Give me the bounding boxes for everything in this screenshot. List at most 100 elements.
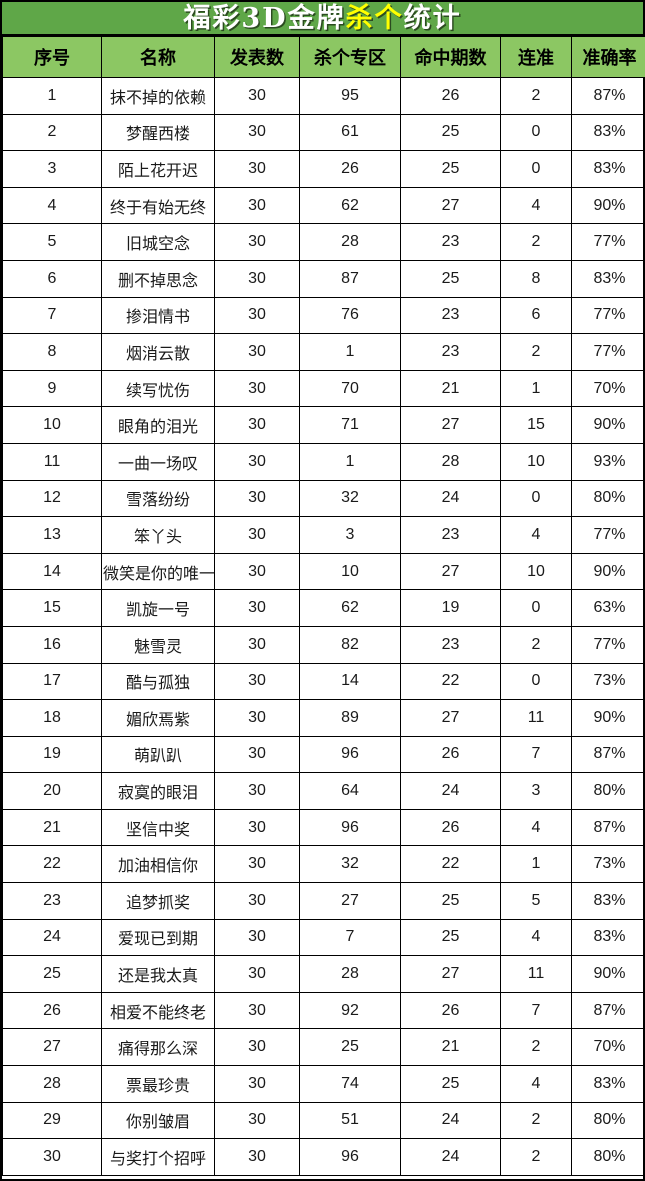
cell-index: 10 [2, 406, 102, 444]
cell-streak: 8 [500, 259, 572, 298]
header-row: 序号 名称 发表数 杀个专区 命中期数 连准 准确率 [2, 36, 645, 78]
table-row: 15 凯旋一号 30 62 19 0 63% [2, 589, 645, 627]
cell-hit-periods: 26 [400, 77, 501, 115]
cell-hit-periods: 26 [400, 991, 501, 1030]
cell-index: 16 [2, 625, 102, 664]
cell-kill-zone: 28 [299, 223, 401, 261]
cell-streak: 2 [500, 223, 572, 261]
cell-accuracy: 80% [571, 1101, 645, 1140]
cell-published: 30 [214, 735, 300, 774]
column-header-name: 名称 [101, 36, 215, 78]
cell-kill-zone: 26 [299, 150, 401, 188]
stats-table: 序号 名称 发表数 杀个专区 命中期数 连准 准确率 1 抹不掉的依赖 30 9… [2, 36, 645, 1176]
table-row: 25 还是我太真 30 28 27 11 90% [2, 955, 645, 993]
cell-name: 一曲一场叹 [101, 442, 215, 481]
cell-hit-periods: 23 [400, 333, 501, 371]
table-row: 18 媚欣焉紫 30 89 27 11 90% [2, 699, 645, 737]
cell-published: 30 [214, 625, 300, 664]
cell-accuracy: 70% [571, 369, 645, 408]
cell-index: 3 [2, 150, 102, 188]
cell-streak: 6 [500, 296, 572, 335]
cell-kill-zone: 28 [299, 955, 401, 993]
cell-index: 6 [2, 259, 102, 298]
cell-streak: 0 [500, 479, 572, 518]
cell-kill-zone: 61 [299, 113, 401, 152]
cell-published: 30 [214, 479, 300, 518]
cell-accuracy: 87% [571, 808, 645, 847]
title-text-highlight: 杀个 [345, 2, 404, 34]
cell-name: 痛得那么深 [101, 1028, 215, 1067]
table-row: 24 爱现已到期 30 7 25 4 83% [2, 918, 645, 957]
cell-kill-zone: 74 [299, 1065, 401, 1103]
cell-published: 30 [214, 77, 300, 115]
table-row: 16 魅雪灵 30 82 23 2 77% [2, 625, 645, 664]
cell-published: 30 [214, 113, 300, 152]
cell-accuracy: 90% [571, 699, 645, 737]
cell-name: 笨丫头 [101, 516, 215, 554]
cell-published: 30 [214, 1138, 300, 1176]
cell-accuracy: 70% [571, 1028, 645, 1067]
cell-hit-periods: 26 [400, 808, 501, 847]
cell-accuracy: 77% [571, 625, 645, 664]
cell-accuracy: 77% [571, 223, 645, 261]
cell-accuracy: 80% [571, 1138, 645, 1176]
cell-accuracy: 87% [571, 77, 645, 115]
cell-index: 19 [2, 735, 102, 774]
table-row: 22 加油相信你 30 32 22 1 73% [2, 845, 645, 884]
cell-name: 追梦抓奖 [101, 882, 215, 920]
cell-index: 14 [2, 552, 102, 591]
cell-published: 30 [214, 369, 300, 408]
cell-published: 30 [214, 662, 300, 701]
table-row: 3 陌上花开迟 30 26 25 0 83% [2, 150, 645, 188]
cell-index: 12 [2, 479, 102, 518]
cell-kill-zone: 76 [299, 296, 401, 335]
cell-accuracy: 73% [571, 845, 645, 884]
cell-index: 21 [2, 808, 102, 847]
cell-index: 20 [2, 772, 102, 810]
table-row: 10 眼角的泪光 30 71 27 15 90% [2, 406, 645, 444]
cell-accuracy: 83% [571, 1065, 645, 1103]
cell-name: 酷与孤独 [101, 662, 215, 701]
cell-hit-periods: 23 [400, 516, 501, 554]
cell-index: 26 [2, 991, 102, 1030]
cell-streak: 0 [500, 150, 572, 188]
cell-kill-zone: 27 [299, 882, 401, 920]
cell-accuracy: 87% [571, 735, 645, 774]
table-row: 17 酷与孤独 30 14 22 0 73% [2, 662, 645, 701]
cell-hit-periods: 28 [400, 442, 501, 481]
cell-hit-periods: 25 [400, 882, 501, 920]
column-header-kill-zone: 杀个专区 [299, 36, 401, 78]
cell-index: 9 [2, 369, 102, 408]
cell-published: 30 [214, 955, 300, 993]
cell-index: 29 [2, 1101, 102, 1140]
cell-kill-zone: 14 [299, 662, 401, 701]
cell-index: 13 [2, 516, 102, 554]
cell-name: 抹不掉的依赖 [101, 77, 215, 115]
cell-kill-zone: 25 [299, 1028, 401, 1067]
cell-accuracy: 90% [571, 552, 645, 591]
cell-streak: 2 [500, 1101, 572, 1140]
cell-hit-periods: 27 [400, 552, 501, 591]
cell-published: 30 [214, 516, 300, 554]
table-row: 5 旧城空念 30 28 23 2 77% [2, 223, 645, 261]
cell-kill-zone: 82 [299, 625, 401, 664]
cell-streak: 7 [500, 735, 572, 774]
cell-kill-zone: 64 [299, 772, 401, 810]
cell-kill-zone: 96 [299, 808, 401, 847]
cell-accuracy: 77% [571, 516, 645, 554]
cell-name: 掺泪情书 [101, 296, 215, 335]
cell-streak: 10 [500, 552, 572, 591]
cell-hit-periods: 22 [400, 845, 501, 884]
cell-accuracy: 80% [571, 479, 645, 518]
cell-index: 2 [2, 113, 102, 152]
cell-streak: 4 [500, 516, 572, 554]
cell-hit-periods: 26 [400, 735, 501, 774]
title-text-main: 福彩3D金牌 [183, 2, 346, 34]
table-row: 7 掺泪情书 30 76 23 6 77% [2, 296, 645, 335]
cell-name: 萌趴趴 [101, 735, 215, 774]
cell-hit-periods: 25 [400, 918, 501, 957]
table-row: 26 相爱不能终老 30 92 26 7 87% [2, 991, 645, 1030]
column-header-streak: 连准 [500, 36, 572, 78]
cell-index: 30 [2, 1138, 102, 1176]
cell-name: 微笑是你的唯一 [101, 552, 215, 591]
